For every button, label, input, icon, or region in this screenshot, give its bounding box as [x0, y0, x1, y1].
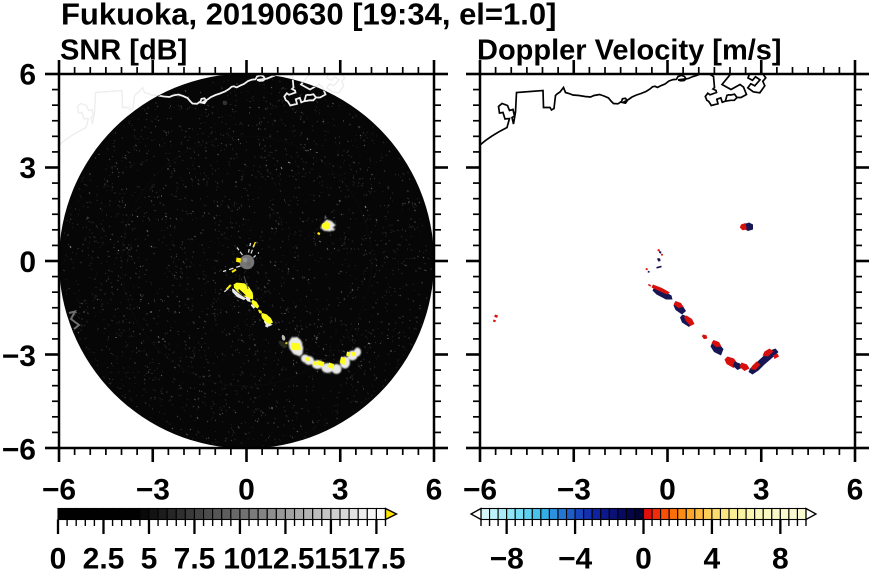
svg-text:−8: −8 [490, 543, 524, 570]
svg-text:−6: −6 [2, 434, 36, 467]
svg-text:−3: −3 [557, 474, 591, 507]
svg-text:2.5: 2.5 [83, 543, 125, 570]
svg-text:Doppler Velocity [m/s]: Doppler Velocity [m/s] [477, 35, 782, 67]
svg-text:−6: −6 [42, 474, 76, 507]
svg-text:6: 6 [847, 474, 864, 507]
svg-text:0: 0 [50, 543, 67, 570]
svg-text:5: 5 [141, 543, 158, 570]
svg-text:6: 6 [19, 59, 36, 92]
svg-text:0: 0 [19, 246, 36, 279]
svg-text:−4: −4 [558, 543, 593, 570]
svg-text:8: 8 [772, 543, 789, 570]
svg-text:−3: −3 [136, 474, 170, 507]
svg-text:3: 3 [332, 474, 349, 507]
svg-text:4: 4 [704, 543, 721, 570]
svg-text:7.5: 7.5 [174, 543, 216, 570]
svg-text:15: 15 [314, 543, 347, 570]
svg-text:0: 0 [238, 474, 255, 507]
svg-text:0: 0 [659, 474, 676, 507]
svg-text:0: 0 [635, 543, 652, 570]
svg-text:17.5: 17.5 [347, 543, 405, 570]
svg-text:−6: −6 [463, 474, 497, 507]
svg-text:3: 3 [19, 152, 36, 185]
svg-text:−3: −3 [2, 340, 36, 373]
svg-text:10: 10 [223, 543, 256, 570]
svg-text:6: 6 [426, 474, 443, 507]
svg-text:Fukuoka, 20190630 [19:34, el=1: Fukuoka, 20190630 [19:34, el=1.0] [61, 0, 556, 32]
svg-text:3: 3 [753, 474, 770, 507]
svg-text:12.5: 12.5 [256, 543, 314, 570]
svg-text:SNR [dB]: SNR [dB] [60, 35, 187, 67]
